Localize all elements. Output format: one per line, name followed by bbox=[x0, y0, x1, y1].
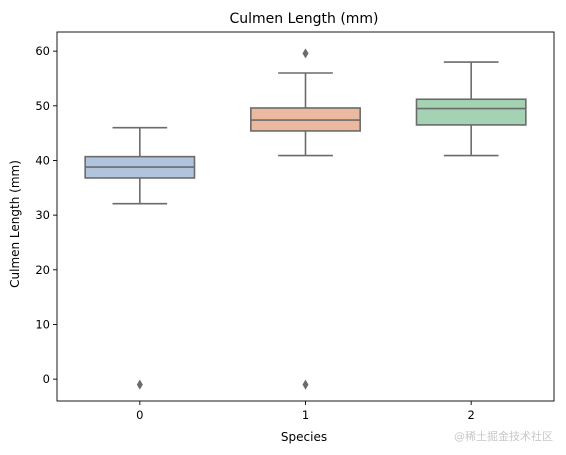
y-tick-label: 10 bbox=[35, 317, 50, 331]
y-tick-label: 50 bbox=[35, 99, 50, 113]
x-axis-label: Species bbox=[281, 430, 327, 444]
y-tick-label: 60 bbox=[35, 44, 50, 58]
x-tick-label: 2 bbox=[468, 408, 475, 422]
y-tick-label: 20 bbox=[35, 263, 50, 277]
plot-area: 0 10 20 30 40 50 60 0 1 2 bbox=[35, 31, 555, 422]
outlier-point bbox=[136, 379, 143, 390]
chart-title: Culmen Length (mm) bbox=[229, 11, 378, 27]
x-tick-label: 0 bbox=[136, 408, 143, 422]
y-tick-label: 0 bbox=[43, 372, 50, 386]
x-tick-label: 1 bbox=[302, 408, 309, 422]
watermark: @稀土掘金技术社区 bbox=[454, 430, 553, 443]
y-tick-label: 40 bbox=[35, 153, 50, 167]
outlier-point bbox=[302, 48, 309, 59]
box-2 bbox=[415, 98, 527, 126]
y-tick-label: 30 bbox=[35, 208, 50, 222]
y-axis-label: Culmen Length (mm) bbox=[8, 160, 22, 288]
outlier-point bbox=[302, 379, 309, 390]
